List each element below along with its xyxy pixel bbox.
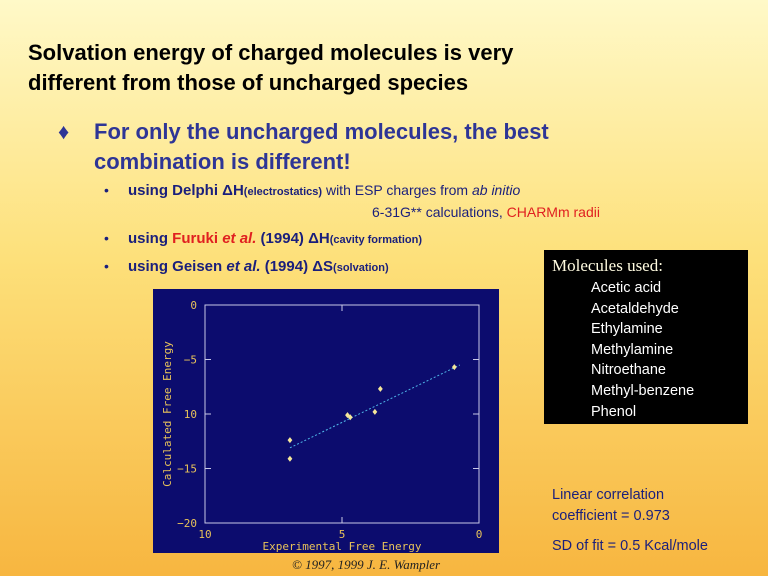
molecules-header: Molecules used: [552, 256, 663, 275]
y-tick-label: 10 [184, 408, 197, 421]
sub-bullet-furuki: • using Furuki et al. (1994) ΔH(cavity f… [104, 230, 422, 247]
molecule-item: Methylamine [591, 341, 674, 358]
x-tick-label: 10 [198, 528, 211, 541]
sub1-line2-b: CHARMm radii [506, 204, 600, 220]
diamond-bullet-icon: ♦ [58, 119, 70, 144]
molecules-box: Molecules used: Acetic acid Acetaldehyde… [544, 250, 748, 424]
data-point [372, 408, 378, 415]
sub2-text-a: using [128, 230, 173, 247]
y-tick-label: −5 [184, 354, 197, 367]
sub3-text-d: (1994) [260, 258, 313, 275]
main-bullet: ♦ For only the uncharged molecules, the … [58, 117, 698, 177]
sub2-delta: ΔH [308, 230, 330, 247]
sub-bullet-geisen: • using Geisen et al. (1994) ΔS(solvatio… [104, 258, 389, 275]
molecule-item: Ethylamine [591, 321, 663, 338]
y-tick-label: 0 [190, 299, 197, 312]
sub1-subscript: (electrostatics) [243, 186, 323, 198]
sub2-text-c: et al. [222, 230, 257, 247]
title-line-1: Solvation energy of charged molecules is… [28, 40, 514, 65]
dot-bullet-icon: • [104, 182, 109, 198]
data-point [345, 412, 350, 419]
correlation-line-2: coefficient = 0.973 [552, 508, 670, 524]
sub-bullet-delphi-line2: 6-31G** calculations, CHARMm radii [372, 204, 600, 220]
fit-line [289, 364, 461, 449]
correlation-line-1: Linear correlation [552, 487, 665, 503]
sub2-subscript: (cavity formation) [329, 234, 422, 246]
slide-title: Solvation energy of charged molecules is… [28, 38, 728, 98]
molecule-item: Acetic acid [591, 280, 662, 296]
sub1-text-a: using Delphi [128, 182, 223, 199]
molecule-item: Nitroethane [591, 362, 666, 379]
main-bullet-line-2: combination is different! [94, 149, 351, 174]
sub3-text-a: using Geisen [128, 258, 227, 275]
copyright-text: © 1997, 1999 J. E. Wampler [292, 557, 441, 572]
sub3-text-c: et al. [226, 258, 261, 275]
main-bullet-line-1: For only the uncharged molecules, the be… [94, 119, 549, 144]
data-point [451, 364, 457, 371]
plot-frame [204, 304, 480, 524]
sub2-text-b: Furuki [172, 230, 223, 247]
y-tick-label: −20 [177, 517, 197, 530]
y-tick-label: −15 [177, 463, 197, 476]
dot-bullet-icon: • [104, 258, 109, 274]
sub2-text-d: (1994) [256, 230, 309, 247]
data-point [287, 437, 293, 444]
scatter-plot: 0 −5 10 −15 −20 10 5 0 Experimental Free Energy C… [153, 289, 499, 553]
x-tick-label: 0 [476, 528, 483, 541]
x-tick-label: 5 [339, 528, 346, 541]
sd-of-fit-text: SD of fit = 0.5 Kcal/mole [552, 538, 708, 554]
molecule-list: Acetic acid Acetaldehyde Ethylamine Meth… [591, 278, 694, 422]
dot-bullet-icon: • [104, 230, 109, 246]
x-axis-label: Experimental Free Energy [263, 540, 422, 553]
sub1-delta: ΔH [222, 182, 244, 199]
y-axis-label: Calculated Free Energy [161, 341, 174, 487]
sub3-delta: ΔS [312, 258, 334, 275]
data-point [347, 414, 353, 421]
correlation-text: Linear correlation coefficient = 0.973 [552, 485, 670, 527]
molecule-item: Methyl-benzene [591, 382, 695, 399]
sub1-text-c: ab initio [471, 182, 521, 198]
data-point [377, 385, 383, 392]
molecule-item: Acetaldehyde [591, 300, 679, 317]
title-line-2: different from those of uncharged specie… [28, 70, 469, 95]
molecule-item: Phenol [591, 403, 637, 420]
sub1-line2-a: 6-31G** calculations, [372, 204, 507, 220]
sub3-subscript: (solvation) [333, 262, 389, 274]
sub-bullet-delphi: • using Delphi ΔH(electrostatics) with E… [104, 182, 520, 199]
sub1-text-b: with ESP charges from [322, 182, 472, 198]
data-point [287, 455, 293, 462]
